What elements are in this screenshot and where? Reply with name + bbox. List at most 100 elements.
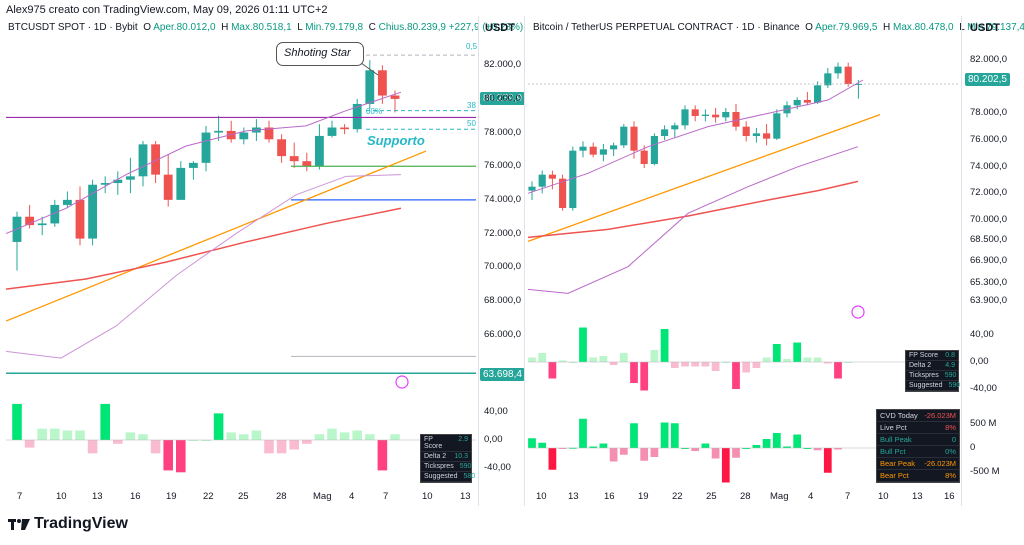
cvd-bar (538, 442, 547, 448)
moving-average-line (527, 79, 864, 194)
candle-body (661, 129, 669, 136)
left-ind-tick: 0,00 (484, 434, 503, 445)
cvd-row: CVD Today -26.023M (877, 410, 959, 422)
support-annotation[interactable]: Supporto (367, 133, 425, 148)
candle-body (314, 135, 324, 167)
indicator-bar (538, 353, 547, 362)
candle-body (773, 113, 781, 139)
left-x-tick: 7 (17, 491, 23, 502)
candle-body (113, 179, 123, 184)
left-title-close: Chius.80.239,9 (378, 22, 446, 33)
tradingview-logo[interactable]: TradingView (8, 515, 128, 533)
right-title-prefix: Bitcoin / TetherUS PERPETUAL CONTRACT · … (533, 22, 800, 33)
left-ind-tick: 40,00 (484, 406, 508, 417)
indicator-bar (75, 430, 85, 440)
indicator-bar (24, 440, 35, 448)
right-y-tick: 72.000,0 (970, 187, 1007, 199)
cvd-bar (681, 448, 689, 449)
candle-body (579, 146, 587, 151)
indicator-bar (681, 362, 689, 367)
indicator-bar (762, 357, 771, 362)
right-cvd-tick: -500 M (970, 466, 1000, 477)
left-support-price-tag: 63.698,4 (480, 368, 525, 381)
right-fp-row: Delta 2 4.9 (906, 361, 958, 371)
candle-body (854, 84, 862, 85)
candle-body (701, 114, 709, 116)
right-cvd-tick: 500 M (970, 418, 997, 429)
right-fp-row: FP Score 0.8 (906, 351, 958, 361)
left-indicator-pane[interactable] (6, 400, 476, 480)
indicator-bar (711, 362, 720, 371)
candle-body (732, 112, 740, 127)
indicator-bar (213, 413, 224, 440)
right-x-tick: 28 (740, 491, 751, 502)
callout-pointer (360, 62, 379, 76)
lightning-icon (851, 305, 865, 319)
cvd-bar (589, 446, 598, 448)
candle-body (100, 183, 110, 185)
candle-body (50, 204, 60, 224)
fib-label-50: 50 (467, 119, 476, 128)
indicator-bar (113, 440, 123, 444)
cvd-bar (711, 448, 720, 459)
indicator-bar (365, 434, 375, 440)
cvd-bar (548, 448, 557, 470)
left-title-prefix: BTCUSDT SPOT · 1D · Bybit (8, 22, 138, 33)
left-x-tick: 10 (422, 491, 433, 502)
candle-body (289, 156, 299, 162)
left-y-tick: 76.000,0 (484, 160, 521, 172)
right-y-tick: 76.000,0 (970, 134, 1007, 145)
indicator-bar (579, 327, 587, 362)
left-chart-title: BTCUSDT SPOT · 1D · Bybit O Aper.80.012,… (8, 22, 523, 33)
indicator-bar (660, 329, 669, 362)
shooting-star-label: Shhoting Star (284, 47, 351, 59)
right-indicator-pane[interactable] (528, 325, 960, 395)
cvd-bar (660, 422, 669, 448)
right-title-high: Max.80.478,0 (893, 22, 954, 33)
left-fp-row: Delta 2 10.3 (421, 452, 471, 462)
right-ind-tick: 0,00 (970, 356, 989, 367)
candle-body (214, 130, 224, 133)
right-y-tick: 63.900,0 (970, 295, 1007, 307)
candle-body (37, 223, 47, 226)
candle-body (538, 174, 546, 187)
indicator-bar (670, 362, 679, 368)
indicator-bar (732, 362, 740, 389)
indicator-bar (176, 440, 186, 473)
left-y-tick: 78.000,0 (484, 126, 521, 138)
right-price-chart[interactable] (527, 30, 960, 330)
candle-body (803, 100, 811, 103)
right-y-tick: 68.500,0 (970, 234, 1007, 245)
left-price-chart[interactable] (5, 30, 476, 390)
left-x-tick: 28 (276, 491, 287, 502)
indicator-bar (813, 357, 822, 362)
right-x-tick: 22 (672, 491, 683, 502)
candle-body (824, 73, 832, 86)
cvd-bar (793, 434, 802, 448)
right-cvd-pane[interactable] (528, 408, 960, 488)
indicator-bar (783, 359, 791, 362)
left-fp-row: Suggested 580 (421, 472, 475, 482)
candle-body (365, 70, 375, 104)
indicator-bar (589, 357, 598, 362)
cvd-bar (813, 448, 822, 451)
candle-body (377, 70, 387, 96)
left-title-change: +227,9 (+0,28%) (448, 22, 524, 33)
right-title-h-label: H (883, 22, 891, 33)
candle-body (620, 126, 628, 146)
moving-average-line (527, 180, 859, 239)
candle-body (640, 150, 648, 164)
indicator-bar (50, 428, 60, 440)
indicator-bar (12, 403, 22, 440)
indicator-bar (125, 432, 136, 440)
shooting-star-callout[interactable]: Shhoting Star (276, 42, 364, 66)
indicator-bar (609, 362, 618, 365)
left-title-c-label: C (368, 22, 376, 33)
right-title-o-label: O (805, 22, 813, 33)
cvd-bar (558, 448, 567, 449)
left-title-low: Min.79.179,8 (305, 22, 364, 33)
left-x-tick: 7 (383, 491, 389, 502)
indicator-bar (650, 350, 659, 362)
cvd-row: Bull Peak 0 (877, 434, 959, 446)
left-title-h-label: H (221, 22, 229, 33)
